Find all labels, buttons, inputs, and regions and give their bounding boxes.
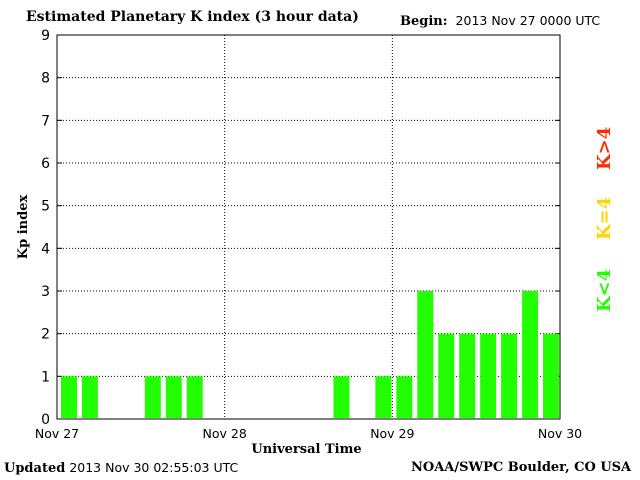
legend-k-less-4: K<4 bbox=[594, 268, 615, 312]
updated-info: Updated 2013 Nov 30 02:55:03 UTC bbox=[4, 460, 238, 476]
plot-frame bbox=[56, 34, 561, 420]
kp-bar bbox=[396, 376, 413, 418]
begin-value: 2013 Nov 27 0000 UTC bbox=[455, 13, 601, 28]
y-tick-label: 2 bbox=[41, 327, 50, 343]
y-tick-label: 6 bbox=[41, 156, 50, 172]
y-tick-label: 0 bbox=[41, 412, 50, 428]
kp-bar bbox=[375, 376, 392, 418]
x-tick-label: Nov 27 bbox=[35, 426, 79, 441]
kp-bar bbox=[522, 291, 539, 418]
kp-bar bbox=[501, 333, 518, 418]
kp-bar bbox=[81, 376, 98, 418]
kp-bar bbox=[61, 376, 77, 418]
y-tick-label: 3 bbox=[41, 284, 50, 300]
begin-info: Begin: 2013 Nov 27 0000 UTC bbox=[400, 13, 600, 29]
source-credit: NOAA/SWPC Boulder, CO USA bbox=[411, 460, 632, 475]
y-tick-label: 1 bbox=[41, 369, 50, 385]
y-tick-label: 8 bbox=[41, 71, 50, 87]
y-tick-label: 7 bbox=[41, 113, 50, 129]
y-tick-label: 9 bbox=[41, 28, 50, 44]
kp-bar bbox=[144, 376, 161, 418]
updated-label: Updated bbox=[4, 461, 66, 476]
y-axis-label: Kp index bbox=[16, 195, 31, 260]
kp-bar bbox=[459, 333, 476, 418]
x-axis-label: Universal Time bbox=[251, 442, 361, 457]
kp-bar bbox=[480, 333, 497, 418]
chart-title: Estimated Planetary K index (3 hour data… bbox=[26, 9, 359, 25]
kp-bar bbox=[165, 376, 182, 418]
legend-k-greater-4: K>4 bbox=[594, 126, 615, 170]
updated-value: 2013 Nov 30 02:55:03 UTC bbox=[69, 460, 239, 475]
begin-label: Begin: bbox=[400, 14, 448, 29]
legend-k-equal-4: K=4 bbox=[594, 196, 615, 240]
kp-bar bbox=[438, 333, 455, 418]
kp-bar bbox=[186, 376, 203, 418]
y-tick-label: 5 bbox=[41, 199, 50, 215]
y-tick-label: 4 bbox=[41, 241, 50, 257]
x-tick-label: Nov 28 bbox=[203, 426, 247, 441]
x-tick-label: Nov 29 bbox=[370, 426, 414, 441]
kp-bar bbox=[543, 333, 559, 418]
kp-bar bbox=[333, 376, 350, 418]
x-tick-label: Nov 30 bbox=[538, 426, 582, 441]
kp-bar bbox=[417, 291, 434, 418]
